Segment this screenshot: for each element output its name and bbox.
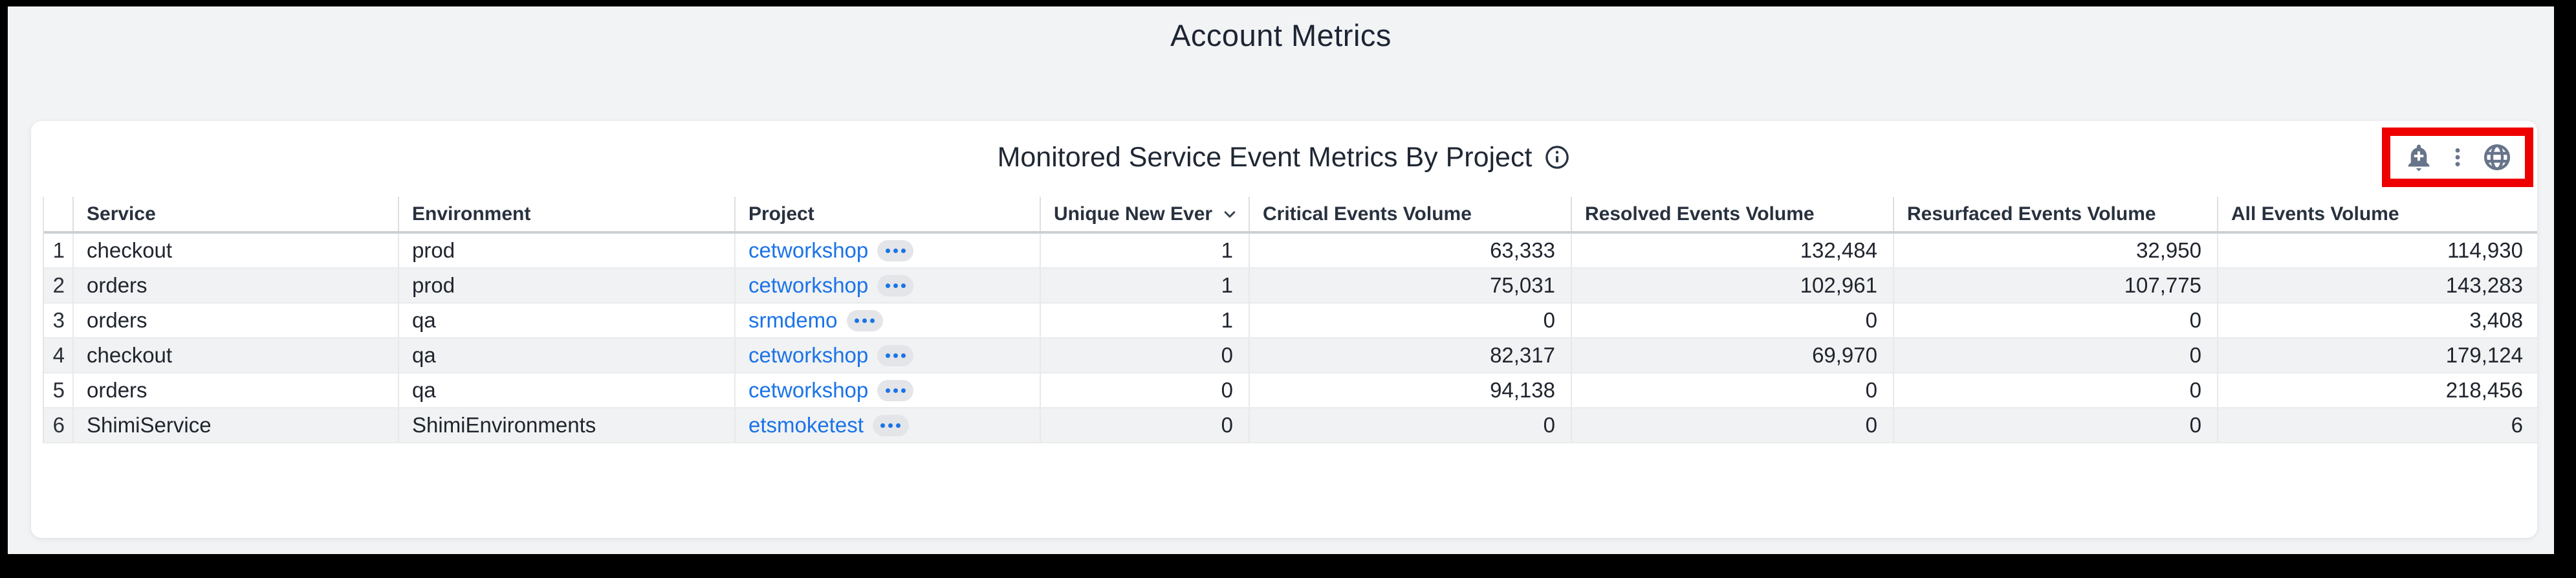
project-actions-pill[interactable] bbox=[846, 309, 883, 331]
column-header-environment[interactable]: Environment bbox=[398, 197, 734, 231]
dashboard-page: Account Metrics Monitored Service Event … bbox=[8, 6, 2554, 554]
column-header-all-events-volume[interactable]: All Events Volume bbox=[2217, 197, 2538, 231]
environment-cell: qa bbox=[398, 339, 734, 372]
resolved-events-volume-cell: 132,484 bbox=[1571, 234, 1893, 267]
all-events-volume-cell: 218,456 bbox=[2217, 373, 2538, 407]
environment-cell: prod bbox=[398, 269, 734, 302]
project-cell: srmdemo bbox=[734, 304, 1040, 337]
service-cell: orders bbox=[72, 373, 398, 407]
column-header-project[interactable]: Project bbox=[734, 197, 1040, 231]
resurfaced-events-volume-cell: 0 bbox=[1893, 373, 2217, 407]
critical-events-volume-cell: 94,138 bbox=[1249, 373, 1571, 407]
resolved-events-volume-cell: 0 bbox=[1571, 373, 1893, 407]
globe-icon[interactable] bbox=[2482, 142, 2512, 172]
project-actions-pill[interactable] bbox=[877, 344, 914, 366]
row-number: 1 bbox=[52, 238, 65, 262]
service-cell: ShimiService bbox=[72, 408, 398, 442]
add-alert-icon[interactable] bbox=[2404, 142, 2434, 172]
unique-new-events-cell: 0 bbox=[1040, 408, 1249, 442]
metrics-table: Service Environment Project Unique New E… bbox=[43, 197, 2537, 443]
table-row: 5 orders qa cetworkshop 0 94,138 0 0 218… bbox=[44, 373, 2537, 408]
project-actions-pill[interactable] bbox=[877, 274, 914, 296]
unique-new-events-cell: 1 bbox=[1040, 304, 1249, 337]
service-cell: orders bbox=[72, 269, 398, 302]
table-row: 3 orders qa srmdemo 1 0 0 0 3,408 bbox=[44, 304, 2537, 339]
unique-new-events-cell: 1 bbox=[1040, 234, 1249, 267]
project-cell: cetworkshop bbox=[734, 339, 1040, 372]
all-events-volume-cell: 6 bbox=[2217, 408, 2538, 442]
all-events-volume-cell: 3,408 bbox=[2217, 304, 2538, 337]
resurfaced-events-volume-cell: 0 bbox=[1893, 339, 2217, 372]
more-options-icon[interactable] bbox=[2447, 142, 2469, 172]
critical-events-volume-cell: 0 bbox=[1249, 408, 1571, 442]
project-link[interactable]: etsmoketest bbox=[748, 413, 864, 437]
critical-events-volume-cell: 0 bbox=[1249, 304, 1571, 337]
resurfaced-events-volume-cell: 107,775 bbox=[1893, 269, 2217, 302]
row-number: 3 bbox=[52, 308, 65, 332]
critical-events-volume-cell: 63,333 bbox=[1249, 234, 1571, 267]
environment-cell: qa bbox=[398, 373, 734, 407]
row-number: 5 bbox=[52, 378, 65, 402]
info-icon[interactable] bbox=[1544, 144, 1571, 171]
unique-new-events-cell: 0 bbox=[1040, 373, 1249, 407]
resurfaced-events-volume-cell: 32,950 bbox=[1893, 234, 2217, 267]
red-highlight-annotation bbox=[2382, 128, 2533, 187]
all-events-volume-cell: 179,124 bbox=[2217, 339, 2538, 372]
project-link[interactable]: cetworkshop bbox=[748, 238, 869, 262]
project-link[interactable]: srmdemo bbox=[748, 308, 838, 332]
project-link[interactable]: cetworkshop bbox=[748, 273, 869, 297]
project-cell: cetworkshop bbox=[734, 373, 1040, 407]
column-header-unique-new-events[interactable]: Unique New Ever bbox=[1040, 197, 1249, 231]
unique-new-events-cell: 0 bbox=[1040, 339, 1249, 372]
row-number: 4 bbox=[52, 343, 65, 367]
resolved-events-volume-cell: 0 bbox=[1571, 304, 1893, 337]
resolved-events-volume-cell: 102,961 bbox=[1571, 269, 1893, 302]
row-number: 6 bbox=[52, 413, 65, 437]
table-header-row: Service Environment Project Unique New E… bbox=[44, 197, 2537, 234]
panel-header: Monitored Service Event Metrics By Proje… bbox=[31, 138, 2537, 177]
critical-events-volume-cell: 82,317 bbox=[1249, 339, 1571, 372]
metrics-panel: Monitored Service Event Metrics By Proje… bbox=[31, 121, 2537, 538]
service-cell: checkout bbox=[72, 339, 398, 372]
column-header-resurfaced-events-volume[interactable]: Resurfaced Events Volume bbox=[1893, 197, 2217, 231]
environment-cell: qa bbox=[398, 304, 734, 337]
column-header-critical-events-volume[interactable]: Critical Events Volume bbox=[1249, 197, 1571, 231]
service-cell: checkout bbox=[72, 234, 398, 267]
critical-events-volume-cell: 75,031 bbox=[1249, 269, 1571, 302]
project-actions-pill[interactable] bbox=[877, 239, 914, 261]
all-events-volume-cell: 143,283 bbox=[2217, 269, 2538, 302]
resurfaced-events-volume-cell: 0 bbox=[1893, 408, 2217, 442]
environment-cell: prod bbox=[398, 234, 734, 267]
column-header-service[interactable]: Service bbox=[72, 197, 398, 231]
table-row: 1 checkout prod cetworkshop 1 63,333 132… bbox=[44, 234, 2537, 269]
chevron-down-icon[interactable] bbox=[1220, 205, 1239, 224]
project-link[interactable]: cetworkshop bbox=[748, 378, 869, 402]
project-cell: cetworkshop bbox=[734, 269, 1040, 302]
table-row: 6 ShimiService ShimiEnvironments etsmoke… bbox=[44, 408, 2537, 443]
project-cell: cetworkshop bbox=[734, 234, 1040, 267]
environment-cell: ShimiEnvironments bbox=[398, 408, 734, 442]
table-row: 4 checkout qa cetworkshop 0 82,317 69,97… bbox=[44, 339, 2537, 373]
row-number-header bbox=[44, 197, 72, 231]
column-header-resolved-events-volume[interactable]: Resolved Events Volume bbox=[1571, 197, 1893, 231]
all-events-volume-cell: 114,930 bbox=[2217, 234, 2538, 267]
unique-new-events-cell: 1 bbox=[1040, 269, 1249, 302]
panel-title: Monitored Service Event Metrics By Proje… bbox=[997, 142, 1533, 173]
project-link[interactable]: cetworkshop bbox=[748, 343, 869, 367]
resolved-events-volume-cell: 0 bbox=[1571, 408, 1893, 442]
row-number: 2 bbox=[52, 273, 65, 297]
project-actions-pill[interactable] bbox=[877, 379, 914, 401]
resolved-events-volume-cell: 69,970 bbox=[1571, 339, 1893, 372]
page-title: Account Metrics bbox=[1170, 18, 1392, 52]
project-cell: etsmoketest bbox=[734, 408, 1040, 442]
service-cell: orders bbox=[72, 304, 398, 337]
resurfaced-events-volume-cell: 0 bbox=[1893, 304, 2217, 337]
project-actions-pill[interactable] bbox=[872, 414, 909, 436]
table-row: 2 orders prod cetworkshop 1 75,031 102,9… bbox=[44, 269, 2537, 304]
